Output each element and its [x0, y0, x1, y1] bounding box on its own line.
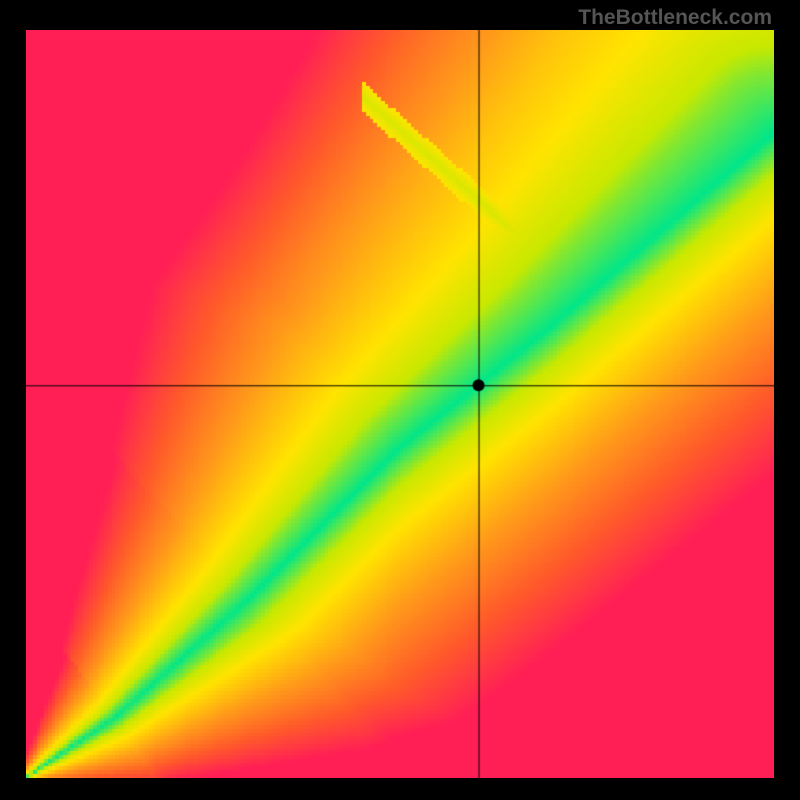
watermark-text: TheBottleneck.com	[578, 6, 772, 30]
plot-area	[26, 30, 774, 778]
root-container: TheBottleneck.com	[0, 0, 800, 800]
bottleneck-heatmap-canvas	[26, 30, 774, 778]
